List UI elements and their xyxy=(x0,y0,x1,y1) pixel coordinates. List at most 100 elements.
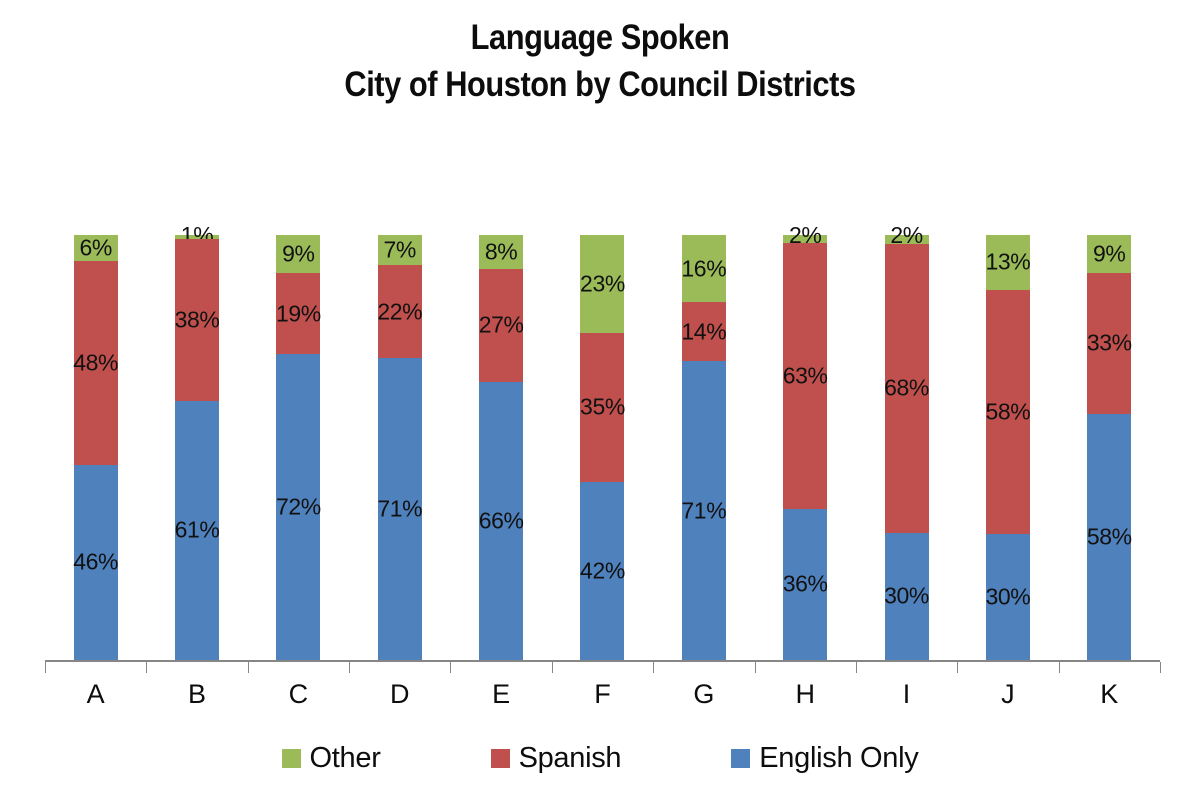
data-label-english-only-j: 30% xyxy=(985,583,1031,610)
legend-item-spanish[interactable]: Spanish xyxy=(490,742,622,774)
data-label-spanish-f: 35% xyxy=(580,393,625,420)
bar-slot-i: 2% 68% 30% xyxy=(856,224,957,660)
data-label-other-k: 9% xyxy=(1093,240,1126,267)
x-axis-label-f: F xyxy=(594,679,611,709)
bar-slot-d: 7% 22% 71% xyxy=(349,235,450,660)
bar-stack-d[interactable]: 7% 22% 71% xyxy=(377,235,423,660)
data-label-english-only-c: 72% xyxy=(275,493,321,520)
bar-stack-j[interactable]: 13% 58% 30% xyxy=(985,235,1031,660)
bar-segment-other-j[interactable]: 13% xyxy=(985,235,1031,290)
bar-segment-spanish-k[interactable]: 33% xyxy=(1086,273,1132,414)
bar-stack-c[interactable]: 9% 19% 72% xyxy=(275,235,321,660)
bar-segment-other-e[interactable]: 8% xyxy=(479,235,524,269)
bar-stack-g[interactable]: 16% 14% 71% xyxy=(681,235,727,660)
data-label-english-only-k: 58% xyxy=(1086,523,1132,550)
bar-stack-h[interactable]: 2% 63% 36% xyxy=(782,224,828,660)
legend-label: Spanish xyxy=(518,742,622,774)
bar-stack-b[interactable]: 1% 38% 61% xyxy=(174,224,220,660)
chart-title-line-2: City of Houston by Council Districts xyxy=(344,65,856,104)
bar-segment-other-d[interactable]: 7% xyxy=(377,235,422,265)
x-axis-label-d: D xyxy=(390,679,410,709)
bar-segment-other-k[interactable]: 9% xyxy=(1087,235,1132,274)
bar-stack-a[interactable]: 6% 48% 46% xyxy=(73,235,119,660)
data-label-english-only-d: 71% xyxy=(377,495,423,522)
data-label-spanish-c: 19% xyxy=(275,300,321,327)
bar-segment-spanish-d[interactable]: 22% xyxy=(377,264,423,359)
plot-area: 6% 48% 46% 1% 38% 61% 9% 19% 72% 7% 22% 71% 8% 27% 66%… xyxy=(45,224,1160,660)
bar-segment-english-only-j[interactable]: 30% xyxy=(985,533,1031,660)
bar-segment-other-h[interactable]: 2% xyxy=(783,224,828,247)
legend-label: English Only xyxy=(759,742,919,774)
bar-segment-spanish-b[interactable]: 38% xyxy=(174,239,220,401)
chart-title-line-1: Language Spoken xyxy=(470,18,730,57)
legend-swatch-icon xyxy=(731,748,751,768)
bar-slot-a: 6% 48% 46% xyxy=(45,235,146,660)
x-axis-tick xyxy=(450,662,452,673)
chart-title: Language Spoken City of Houston by Counc… xyxy=(72,14,1128,108)
x-axis-label-e: E xyxy=(492,679,511,709)
data-label-spanish-d: 22% xyxy=(377,298,423,324)
x-axis-category-labels: A B C D E F G H I J K xyxy=(45,677,1160,717)
chart-legend: Other Spanish English Only xyxy=(0,742,1200,774)
bar-slot-j: 13% 58% 30% xyxy=(957,235,1058,660)
x-axis-tick xyxy=(754,662,756,673)
bar-segment-other-f[interactable]: 23% xyxy=(580,235,625,333)
x-axis-tick xyxy=(247,662,249,673)
bar-stack-f[interactable]: 23% 35% 42% xyxy=(580,235,625,660)
bar-segment-english-only-c[interactable]: 72% xyxy=(275,354,321,660)
data-label-other-g: 16% xyxy=(681,255,727,282)
legend-item-english-only[interactable]: English Only xyxy=(731,742,919,774)
bar-segment-other-g[interactable]: 16% xyxy=(681,235,727,303)
x-axis-label-i: I xyxy=(902,679,911,709)
data-label-spanish-b: 38% xyxy=(174,306,220,333)
bar-segment-english-only-i[interactable]: 30% xyxy=(884,532,929,660)
bar-segment-spanish-g[interactable]: 14% xyxy=(681,302,727,362)
x-axis-tick xyxy=(551,662,553,673)
data-label-other-j: 13% xyxy=(985,248,1031,275)
bar-segment-english-only-k[interactable]: 58% xyxy=(1086,413,1132,660)
bar-segment-english-only-a[interactable]: 46% xyxy=(73,464,119,660)
data-label-spanish-i: 68% xyxy=(884,374,929,401)
bar-segment-english-only-d[interactable]: 71% xyxy=(377,358,423,660)
data-label-english-only-h: 36% xyxy=(782,570,828,597)
bar-segment-english-only-h[interactable]: 36% xyxy=(782,508,828,660)
data-label-english-only-a: 46% xyxy=(73,548,119,575)
x-axis-tick xyxy=(855,662,857,673)
bar-segment-other-a[interactable]: 6% xyxy=(73,235,118,261)
bar-segment-spanish-c[interactable]: 19% xyxy=(275,273,321,354)
bar-slot-c: 9% 19% 72% xyxy=(248,235,349,660)
data-label-english-only-g: 71% xyxy=(681,497,727,524)
bar-segment-spanish-e[interactable]: 27% xyxy=(478,268,524,383)
x-axis-tick xyxy=(349,662,351,673)
bar-stack-e[interactable]: 8% 27% 66% xyxy=(478,235,524,660)
bar-segment-english-only-g[interactable]: 71% xyxy=(681,361,727,660)
bar-segment-spanish-f[interactable]: 35% xyxy=(580,332,625,482)
bar-segment-english-only-f[interactable]: 42% xyxy=(580,481,625,660)
bars-layer: 6% 48% 46% 1% 38% 61% 9% 19% 72% 7% 22% 71% 8% 27% 66%… xyxy=(45,224,1160,660)
bar-segment-spanish-i[interactable]: 68% xyxy=(884,243,929,533)
bar-stack-k[interactable]: 9% 33% 58% xyxy=(1086,235,1132,660)
bar-stack-i[interactable]: 2% 68% 30% xyxy=(884,224,929,660)
bar-slot-k: 9% 33% 58% xyxy=(1059,235,1160,660)
bar-slot-b: 1% 38% 61% xyxy=(146,224,247,660)
legend-item-other[interactable]: Other xyxy=(281,742,381,774)
x-axis-tick xyxy=(146,662,148,673)
bar-segment-other-c[interactable]: 9% xyxy=(276,235,321,274)
bar-slot-f: 23% 35% 42% xyxy=(552,235,653,660)
bar-segment-spanish-h[interactable]: 63% xyxy=(782,243,828,509)
x-axis-label-k: K xyxy=(1100,679,1119,709)
bar-segment-spanish-a[interactable]: 48% xyxy=(73,260,119,465)
bar-segment-english-only-e[interactable]: 66% xyxy=(479,382,524,660)
x-axis-label-h: H xyxy=(795,679,815,709)
data-label-spanish-a: 48% xyxy=(73,349,119,375)
data-label-spanish-e: 27% xyxy=(478,311,524,338)
data-label-spanish-k: 33% xyxy=(1086,329,1132,356)
data-label-spanish-h: 63% xyxy=(782,362,828,389)
bar-segment-english-only-b[interactable]: 61% xyxy=(175,400,220,660)
bar-segment-other-i[interactable]: 2% xyxy=(884,224,929,247)
x-axis-label-c: C xyxy=(288,679,309,709)
x-axis-label-g: G xyxy=(693,679,715,709)
data-label-english-only-i: 30% xyxy=(884,582,929,609)
bar-segment-spanish-j[interactable]: 58% xyxy=(985,289,1031,534)
